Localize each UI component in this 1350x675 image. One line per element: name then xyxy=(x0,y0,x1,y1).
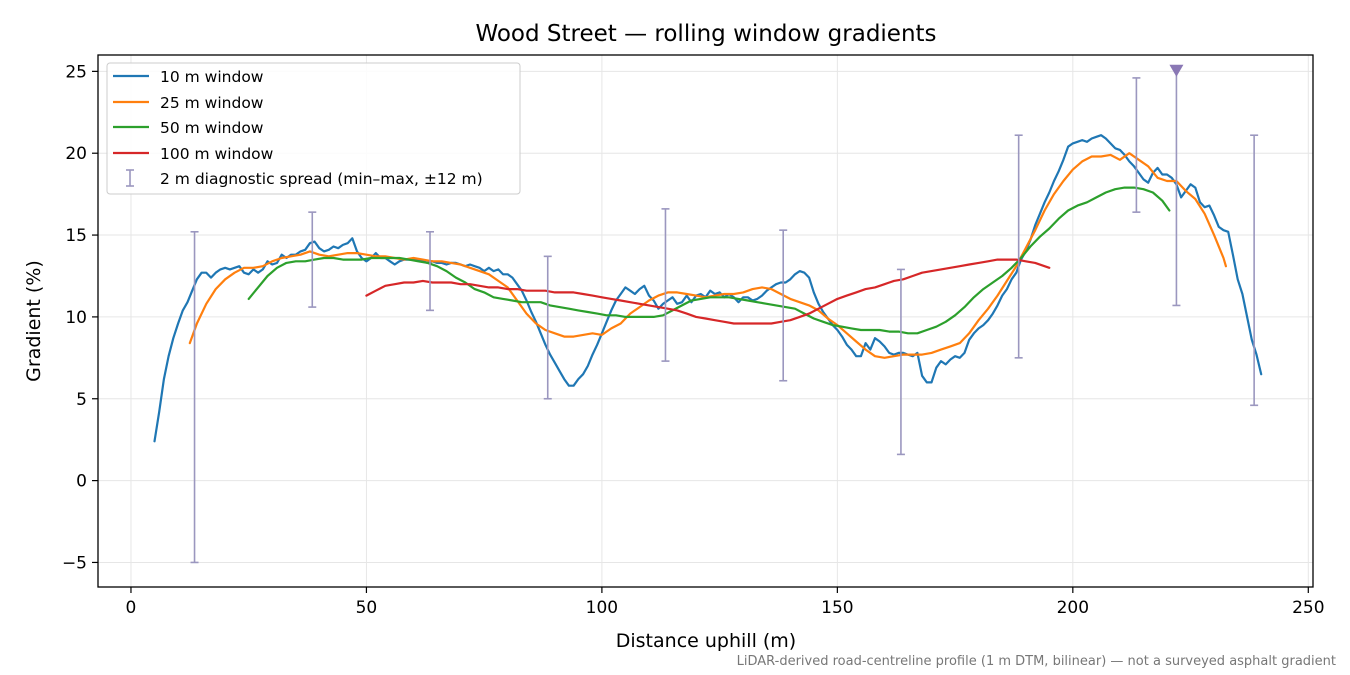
x-tick-label: 0 xyxy=(126,598,137,618)
x-tick-label: 100 xyxy=(586,598,618,618)
legend-label-50m: 50 m window xyxy=(160,119,264,137)
legend-frame xyxy=(106,62,521,195)
series-line-100m xyxy=(365,258,1051,325)
y-tick-label: 20 xyxy=(65,144,87,164)
y-tick-label: 0 xyxy=(76,472,87,492)
series-layer xyxy=(153,134,1263,443)
x-tick-label: 50 xyxy=(356,598,378,618)
legend-label-spread: 2 m diagnostic spread (min–max, ±12 m) xyxy=(160,170,483,188)
y-tick-label: 10 xyxy=(65,308,87,328)
chart-title: Wood Street — rolling window gradients xyxy=(475,21,936,47)
diagnostic-spread-layer xyxy=(190,64,1259,564)
clipped-marker xyxy=(1169,64,1184,77)
legend: 10 m window 25 m window 50 m window 100 … xyxy=(106,62,521,195)
x-tick-label: 150 xyxy=(821,598,853,618)
y-tick-label: 5 xyxy=(76,390,87,410)
legend-label-10m: 10 m window xyxy=(160,68,264,86)
y-tick-label: −5 xyxy=(62,553,87,573)
y-axis-label: Gradient (%) xyxy=(23,260,45,382)
x-axis-ticks: 0 50 100 150 200 250 xyxy=(126,587,1325,618)
plot-area-frame xyxy=(97,54,1314,588)
series-line-50m xyxy=(247,186,1171,335)
series-line-10m xyxy=(153,134,1263,443)
x-tick-label: 250 xyxy=(1292,598,1324,618)
footnote: LiDAR-derived road-centreline profile (1… xyxy=(737,654,1336,669)
y-tick-label: 15 xyxy=(65,226,87,246)
x-axis-label: Distance uphill (m) xyxy=(616,630,796,652)
y-tick-label: 25 xyxy=(65,62,87,82)
legend-label-100m: 100 m window xyxy=(160,145,274,163)
legend-label-25m: 25 m window xyxy=(160,94,264,112)
y-axis-ticks: −5 0 5 10 15 20 25 xyxy=(62,62,98,573)
x-tick-label: 200 xyxy=(1057,598,1089,618)
legend-swatch-spread xyxy=(126,169,134,187)
